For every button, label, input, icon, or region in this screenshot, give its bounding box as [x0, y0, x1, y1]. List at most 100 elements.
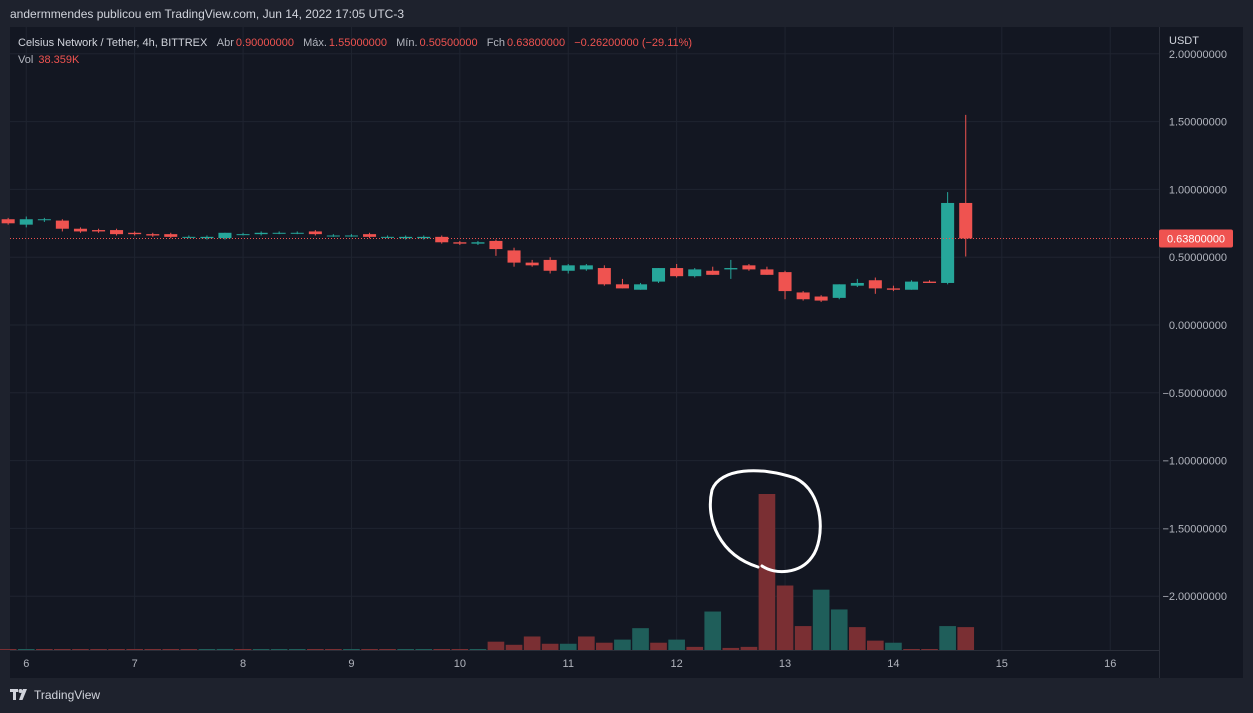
price-tick-label: −1.50000000 [1162, 523, 1227, 535]
volume-bar [812, 589, 830, 650]
time-axis-background [10, 650, 1159, 678]
price-tick-label: −1.00000000 [1162, 456, 1227, 468]
candle-body [742, 265, 756, 270]
candle [435, 235, 449, 244]
publish-info: andermmendes publicou em TradingView.com… [10, 7, 405, 21]
candle [110, 228, 124, 236]
candle [941, 192, 955, 285]
candle [92, 228, 106, 233]
candle-body [1, 219, 15, 224]
candle [597, 265, 611, 286]
volume-bar [144, 649, 162, 650]
currency-label: USDT [1169, 35, 1199, 47]
volume-bar [54, 649, 71, 650]
candle-body [19, 219, 33, 225]
candle [742, 263, 756, 271]
candle-body [254, 232, 268, 235]
candle [814, 295, 828, 302]
candle [724, 259, 738, 279]
candle [182, 235, 196, 239]
candle-body [923, 281, 937, 283]
candle-body [760, 269, 774, 275]
candle-body [326, 235, 340, 237]
candle [37, 217, 51, 222]
volume-bar [505, 644, 523, 650]
volume-bar [903, 649, 920, 650]
tradingview-logo[interactable]: TradingView [10, 688, 100, 702]
volume-bar [921, 649, 938, 650]
price-tick-label: 0.50000000 [1169, 252, 1227, 264]
candle [652, 268, 666, 283]
top-bar: andermmendes publicou em TradingView.com… [0, 0, 1253, 27]
volume-bar [433, 649, 451, 650]
volume-bar [867, 640, 884, 650]
candle [507, 247, 521, 267]
candle-body [832, 284, 846, 298]
chart-area[interactable]: 2.00000000 1.50000000 1.00000000 0.50000000… [0, 0, 1253, 678]
candle-body [525, 262, 539, 266]
candle-body [92, 230, 106, 232]
candle [634, 282, 648, 290]
candle [272, 231, 286, 235]
price-tick-label: −2.00000000 [1162, 591, 1227, 603]
candle [128, 231, 142, 236]
volume-series [0, 494, 975, 650]
volume-bar [758, 494, 776, 650]
candle [670, 263, 684, 278]
candle [218, 232, 232, 240]
last-price-badge [1159, 229, 1233, 248]
volume-bar [379, 649, 396, 650]
candle-body [597, 268, 611, 285]
candle [579, 263, 593, 271]
candle [200, 235, 214, 240]
volume-bar [216, 648, 234, 650]
candle-body [55, 220, 69, 229]
candle-body [706, 270, 720, 275]
candle-body [344, 235, 358, 237]
volume-bar [397, 649, 414, 650]
candle [760, 266, 774, 275]
volume-bar [126, 649, 143, 650]
candle [417, 235, 431, 240]
last-price-label: 0.63800000 [1167, 233, 1225, 245]
candle-body [128, 232, 142, 235]
volume-bar [885, 642, 902, 650]
candle-body [435, 236, 449, 243]
volume-bar [288, 649, 306, 650]
volume-bar [90, 649, 107, 650]
candle-body [670, 268, 684, 277]
price-tick-label: 0.00000000 [1169, 320, 1227, 332]
candle-body [290, 232, 304, 234]
volume-bar [650, 642, 667, 650]
candle [489, 239, 503, 256]
volume-bar [307, 649, 324, 650]
bottom-bar: TradingView [0, 678, 1253, 713]
candle-body [110, 230, 124, 235]
volume-bar [541, 643, 559, 650]
candle [525, 259, 539, 267]
candle-body [886, 288, 900, 290]
annotation-circle [708, 469, 822, 574]
volume-bar [830, 609, 848, 650]
price-tick-label: 1.00000000 [1169, 184, 1227, 196]
candle [344, 234, 358, 237]
candle-body [868, 280, 882, 289]
open-label: Abr [216, 37, 234, 49]
candle-body [308, 231, 322, 235]
symbol-title[interactable]: Celsius Network / Tether, 4h, BITTREX [18, 37, 208, 49]
ohlc-legend: Celsius Network / Tether, 4h, BITTREX Ab… [18, 35, 698, 52]
candle [453, 240, 467, 245]
volume-bar [17, 649, 35, 650]
volume-bar [361, 649, 378, 650]
candle [778, 270, 792, 300]
candle [850, 278, 864, 288]
candle [615, 278, 629, 289]
candle-body [471, 242, 485, 244]
candle [923, 280, 937, 283]
candle [308, 230, 322, 236]
candle-body [200, 236, 214, 239]
candle-body [959, 202, 973, 239]
volume-bar [108, 649, 125, 650]
price-tick-label: −0.50000000 [1162, 388, 1227, 400]
volume-legend: Vol 38.359K [18, 52, 698, 69]
